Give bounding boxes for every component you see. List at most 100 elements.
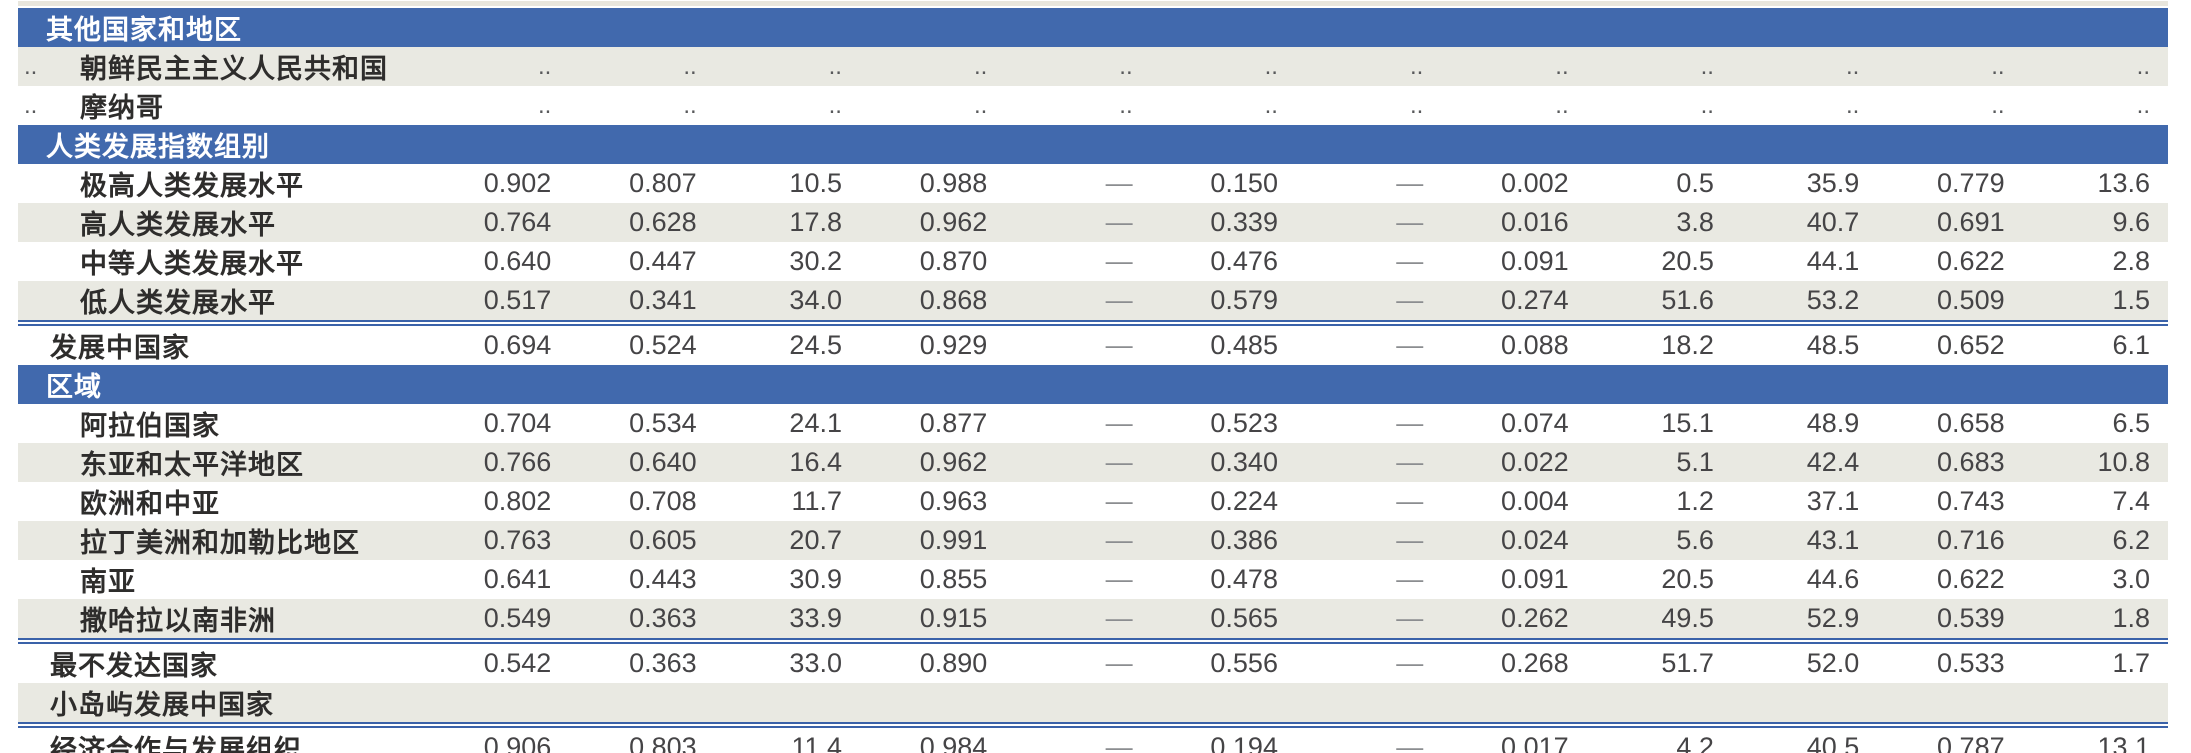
value-cell: 0.906 [424, 722, 570, 753]
value-cell: — [1295, 638, 1442, 683]
section-header-row: 人类发展指数组别 [18, 125, 2168, 164]
value-cell: — [1295, 281, 1442, 323]
value-cell: — [1005, 521, 1151, 560]
row-label: 欧洲和中亚 [80, 489, 220, 519]
value-cell: .. [424, 47, 570, 86]
value-cell: 11.7 [791, 486, 842, 516]
value-cell: 0.704 [483, 408, 552, 438]
value-cell: 0.766 [424, 443, 570, 482]
value-cell: 0.017 [1441, 722, 1587, 753]
value-cell: 0.764 [424, 203, 570, 242]
value-cell: 20.5 [1661, 564, 1714, 594]
section-header-label: 区域 [18, 365, 2168, 404]
table-row: .. 朝鲜民主主义人民共和国........................ [18, 47, 2168, 86]
value-cell: 0.509 [1877, 281, 2023, 323]
value-cell [2022, 683, 2168, 725]
value-cell: 0.991 [859, 521, 1006, 560]
value-cell: 10.8 [2022, 443, 2168, 482]
value-cell: 0.716 [1877, 521, 2023, 560]
value-cell: 17.8 [714, 203, 860, 242]
value-cell: 0.002 [1501, 168, 1569, 198]
section-header-row: 其他国家和地区 [18, 8, 2168, 47]
value-cell: 0.962 [859, 203, 1006, 242]
value-cell: 11.4 [714, 722, 860, 753]
value-cell [1441, 683, 1587, 725]
value-cell: .. [1586, 47, 1732, 86]
table-row: .. 摩纳哥........................ [18, 86, 2168, 125]
value-cell: .. [859, 47, 1006, 86]
table-row: 拉丁美洲和加勒比地区 0.763 0.605 20.7 0.991—0.386—0.02… [18, 521, 2168, 560]
value-cell: 52.9 [1731, 599, 1878, 641]
row-label: 发展中国家 [44, 320, 424, 365]
rank-cell [18, 599, 44, 641]
value-cell: 0.478 [1210, 564, 1278, 594]
value-cell: — [1105, 246, 1133, 276]
value-cell: 0.386 [1150, 521, 1296, 560]
hdi-aggregates-table: 其他国家和地区.. 朝鲜民主主义人民共和国....................… [18, 0, 2168, 753]
value-cell: .. [1005, 47, 1151, 86]
value-cell: 6.5 [2112, 408, 2150, 438]
row-label: 拉丁美洲和加勒比地区 [44, 521, 424, 560]
value-cell: — [1396, 486, 1424, 516]
value-cell: 0.988 [919, 168, 988, 198]
value-cell: 0.542 [424, 638, 570, 683]
value-cell: 0.016 [1441, 203, 1587, 242]
value-cell: 0.743 [1937, 486, 2005, 516]
rank-cell [18, 242, 44, 281]
value-cell: 2.8 [2112, 246, 2150, 276]
value-cell: 0.622 [1937, 246, 2005, 276]
rank-cell [18, 560, 44, 599]
rank-cell [18, 164, 44, 203]
value-cell: 0.984 [859, 722, 1006, 753]
value-cell: 0.579 [1150, 281, 1296, 323]
value-cell: 7.4 [2112, 486, 2150, 516]
value-cell: 37.1 [1806, 486, 1860, 516]
value-cell: 0.339 [1150, 203, 1296, 242]
table-row: 极高人类发展水平 0.902 0.807 10.5 0.988 — 0.150 — 0.002 0… [18, 164, 2168, 203]
value-cell [569, 683, 715, 725]
value-cell: — [1396, 246, 1424, 276]
value-cell: 16.4 [714, 443, 860, 482]
value-cell: 0.074 [1501, 408, 1569, 438]
value-cell [1005, 683, 1151, 725]
value-cell: 30.2 [789, 246, 842, 276]
value-cell: 0.194 [1150, 722, 1296, 753]
value-cell: 0.517 [424, 281, 570, 323]
value-cell: 0.268 [1441, 638, 1587, 683]
value-cell: 0.476 [1210, 246, 1278, 276]
value-cell: 0.485 [1150, 320, 1296, 365]
value-cell: 0.341 [569, 281, 715, 323]
value-cell: .. [1991, 91, 2005, 119]
value-cell: 48.9 [1806, 408, 1860, 438]
value-cell: 0.708 [629, 486, 697, 516]
value-cell: 44.1 [1806, 246, 1860, 276]
row-label: 朝鲜民主主义人民共和国 [44, 47, 424, 86]
value-cell: — [1005, 722, 1151, 753]
value-cell: 24.5 [714, 320, 860, 365]
value-cell: 0.363 [569, 638, 715, 683]
value-cell: .. [1295, 47, 1442, 86]
table-top-edge [18, 1, 2168, 6]
value-cell: 51.7 [1586, 638, 1732, 683]
value-cell: 0.929 [859, 320, 1006, 365]
value-cell: 0.622 [1937, 564, 2005, 594]
table-row: 阿拉伯国家 0.704 0.534 24.1 0.877 — 0.523 — 0.074 15.1… [18, 404, 2168, 443]
value-cell: 33.9 [714, 599, 860, 641]
value-cell: 24.1 [789, 408, 842, 438]
value-cell: 1.8 [2022, 599, 2168, 641]
row-label: 阿拉伯国家 [80, 411, 220, 441]
row-label: 经济合作与发展组织 [44, 722, 424, 753]
value-cell: — [1105, 564, 1133, 594]
row-label: 南亚 [80, 567, 136, 597]
value-cell: .. [1555, 91, 1569, 119]
value-cell: .. [828, 91, 842, 119]
value-cell: 0.556 [1150, 638, 1296, 683]
value-cell: 42.4 [1731, 443, 1878, 482]
value-cell: 0.870 [919, 246, 988, 276]
value-cell: 48.5 [1731, 320, 1878, 365]
rank-cell [18, 404, 44, 443]
value-cell: — [1005, 281, 1151, 323]
value-cell: — [1295, 599, 1442, 641]
row-label: 极高人类发展水平 [80, 171, 304, 201]
value-cell [1295, 683, 1442, 725]
